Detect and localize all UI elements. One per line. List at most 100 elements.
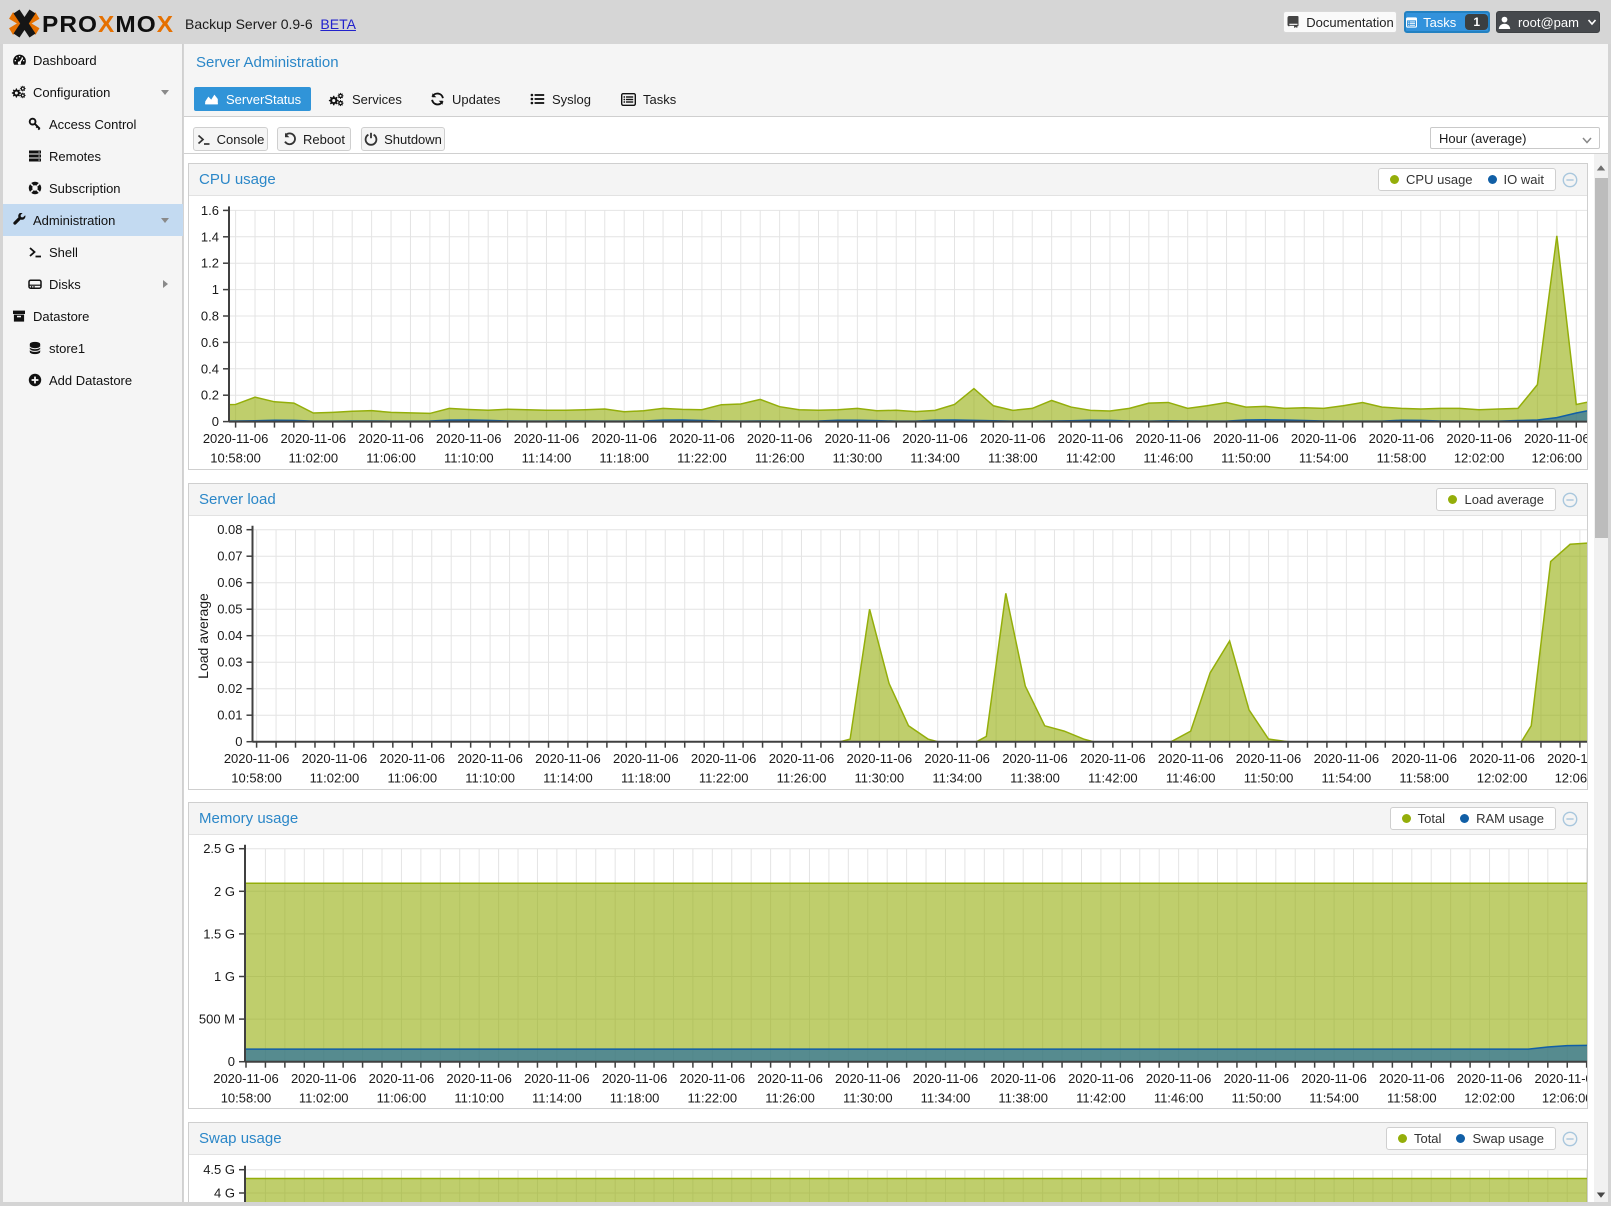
svg-text:0.4: 0.4 xyxy=(201,361,219,376)
svg-text:0.02: 0.02 xyxy=(217,681,242,696)
svg-text:0: 0 xyxy=(235,734,242,749)
svg-text:11:02:00: 11:02:00 xyxy=(288,451,338,466)
svg-text:0.04: 0.04 xyxy=(217,628,242,643)
svg-text:2020-11-06: 2020-11-06 xyxy=(1146,1071,1212,1086)
svg-text:11:06:00: 11:06:00 xyxy=(387,770,437,785)
svg-text:4.5 G: 4.5 G xyxy=(203,1162,235,1177)
svg-text:11:18:00: 11:18:00 xyxy=(610,1091,660,1106)
svg-text:0.03: 0.03 xyxy=(217,654,242,669)
svg-text:2 G: 2 G xyxy=(214,884,235,899)
svg-text:2020-11-06: 2020-11-06 xyxy=(446,1071,512,1086)
svg-text:11:42:00: 11:42:00 xyxy=(1076,1091,1126,1106)
svg-text:11:26:00: 11:26:00 xyxy=(765,1091,815,1106)
svg-text:0.6: 0.6 xyxy=(201,335,219,350)
svg-text:2020-11-06: 2020-11-06 xyxy=(1291,431,1357,446)
svg-text:1: 1 xyxy=(212,282,219,297)
svg-text:11:22:00: 11:22:00 xyxy=(687,1091,737,1106)
svg-text:0.06: 0.06 xyxy=(217,575,242,590)
svg-text:12:06:00: 12:06:00 xyxy=(1555,770,1587,785)
svg-text:2020-11-06: 2020-11-06 xyxy=(680,1071,746,1086)
svg-text:11:34:00: 11:34:00 xyxy=(910,451,960,466)
svg-text:11:54:00: 11:54:00 xyxy=(1322,770,1372,785)
svg-text:2020-11-06: 2020-11-06 xyxy=(291,1071,357,1086)
svg-text:2020-11-06: 2020-11-06 xyxy=(535,751,601,766)
svg-text:2020-11-06: 2020-11-06 xyxy=(769,751,835,766)
svg-text:2020-11-06: 2020-11-06 xyxy=(1369,431,1435,446)
svg-text:2020-11-06: 2020-11-06 xyxy=(369,1071,435,1086)
svg-text:11:42:00: 11:42:00 xyxy=(1088,770,1138,785)
svg-text:2020-11-06: 2020-11-06 xyxy=(514,431,580,446)
svg-text:11:58:00: 11:58:00 xyxy=(1377,451,1427,466)
svg-text:2020-11-06: 2020-11-06 xyxy=(1158,751,1224,766)
svg-text:11:54:00: 11:54:00 xyxy=(1309,1091,1359,1106)
svg-text:11:02:00: 11:02:00 xyxy=(299,1091,349,1106)
svg-text:11:30:00: 11:30:00 xyxy=(854,770,904,785)
svg-text:2020-11-06: 2020-11-06 xyxy=(1547,751,1587,766)
svg-text:11:42:00: 11:42:00 xyxy=(1066,451,1116,466)
svg-text:11:14:00: 11:14:00 xyxy=(543,770,593,785)
svg-text:2020-11-06: 2020-11-06 xyxy=(913,1071,979,1086)
svg-text:0.07: 0.07 xyxy=(217,548,242,563)
svg-text:11:38:00: 11:38:00 xyxy=(998,1091,1048,1106)
svg-text:12:02:00: 12:02:00 xyxy=(1464,1091,1515,1106)
svg-text:12:06:00: 12:06:00 xyxy=(1542,1091,1587,1106)
svg-text:2020-11-06: 2020-11-06 xyxy=(1135,431,1201,446)
svg-text:2020-11-06: 2020-11-06 xyxy=(747,431,813,446)
svg-text:11:10:00: 11:10:00 xyxy=(465,770,515,785)
svg-text:11:34:00: 11:34:00 xyxy=(932,770,982,785)
svg-text:11:58:00: 11:58:00 xyxy=(1387,1091,1437,1106)
svg-text:2020-11-06: 2020-11-06 xyxy=(281,431,347,446)
svg-text:2020-11-06: 2020-11-06 xyxy=(1391,751,1457,766)
svg-text:11:22:00: 11:22:00 xyxy=(699,770,749,785)
svg-text:2020-11-06: 2020-11-06 xyxy=(591,431,657,446)
svg-text:11:34:00: 11:34:00 xyxy=(921,1091,971,1106)
svg-text:2020-11-06: 2020-11-06 xyxy=(436,431,502,446)
svg-text:0: 0 xyxy=(228,1054,235,1069)
svg-text:11:22:00: 11:22:00 xyxy=(677,451,727,466)
svg-text:0.01: 0.01 xyxy=(217,707,242,722)
svg-text:2020-11-06: 2020-11-06 xyxy=(1080,751,1146,766)
svg-text:10:58:00: 10:58:00 xyxy=(210,451,261,466)
svg-text:2020-11-06: 2020-11-06 xyxy=(1224,1071,1290,1086)
svg-text:11:18:00: 11:18:00 xyxy=(621,770,671,785)
svg-text:2.5 G: 2.5 G xyxy=(203,841,235,856)
svg-text:2020-11-06: 2020-11-06 xyxy=(1379,1071,1445,1086)
svg-text:500 M: 500 M xyxy=(199,1012,235,1027)
svg-text:11:46:00: 11:46:00 xyxy=(1143,451,1193,466)
svg-text:2020-11-06: 2020-11-06 xyxy=(457,751,523,766)
svg-text:11:30:00: 11:30:00 xyxy=(843,1091,893,1106)
svg-text:2020-11-06: 2020-11-06 xyxy=(358,431,424,446)
svg-text:2020-11-06: 2020-11-06 xyxy=(302,751,368,766)
svg-text:1.5 G: 1.5 G xyxy=(203,926,235,941)
svg-text:11:38:00: 11:38:00 xyxy=(988,451,1038,466)
svg-text:2020-11-06: 2020-11-06 xyxy=(1534,1071,1587,1086)
svg-text:11:54:00: 11:54:00 xyxy=(1299,451,1349,466)
svg-text:11:14:00: 11:14:00 xyxy=(532,1091,582,1106)
svg-text:2020-11-06: 2020-11-06 xyxy=(1457,1071,1523,1086)
svg-text:0.8: 0.8 xyxy=(201,309,219,324)
svg-text:2020-11-06: 2020-11-06 xyxy=(1469,751,1535,766)
svg-text:11:06:00: 11:06:00 xyxy=(366,451,416,466)
svg-text:2020-11-06: 2020-11-06 xyxy=(902,431,968,446)
svg-text:0: 0 xyxy=(212,414,219,429)
svg-text:12:02:00: 12:02:00 xyxy=(1454,451,1505,466)
svg-text:11:58:00: 11:58:00 xyxy=(1399,770,1449,785)
svg-text:11:50:00: 11:50:00 xyxy=(1232,1091,1282,1106)
svg-text:11:14:00: 11:14:00 xyxy=(522,451,572,466)
svg-text:2020-11-06: 2020-11-06 xyxy=(602,1071,668,1086)
svg-text:2020-11-06: 2020-11-06 xyxy=(847,751,913,766)
svg-text:2020-11-06: 2020-11-06 xyxy=(1213,431,1279,446)
svg-text:11:06:00: 11:06:00 xyxy=(377,1091,427,1106)
svg-text:11:46:00: 11:46:00 xyxy=(1166,770,1216,785)
svg-text:11:02:00: 11:02:00 xyxy=(310,770,360,785)
svg-text:2020-11-06: 2020-11-06 xyxy=(524,1071,590,1086)
svg-text:2020-11-06: 2020-11-06 xyxy=(224,751,290,766)
svg-text:2020-11-06: 2020-11-06 xyxy=(1301,1071,1367,1086)
svg-text:2020-11-06: 2020-11-06 xyxy=(213,1071,279,1086)
svg-text:11:30:00: 11:30:00 xyxy=(833,451,883,466)
svg-text:11:26:00: 11:26:00 xyxy=(777,770,827,785)
svg-text:10:58:00: 10:58:00 xyxy=(221,1091,272,1106)
svg-text:2020-11-06: 2020-11-06 xyxy=(1002,751,1068,766)
svg-text:12:02:00: 12:02:00 xyxy=(1477,770,1528,785)
svg-text:2020-11-06: 2020-11-06 xyxy=(691,751,757,766)
